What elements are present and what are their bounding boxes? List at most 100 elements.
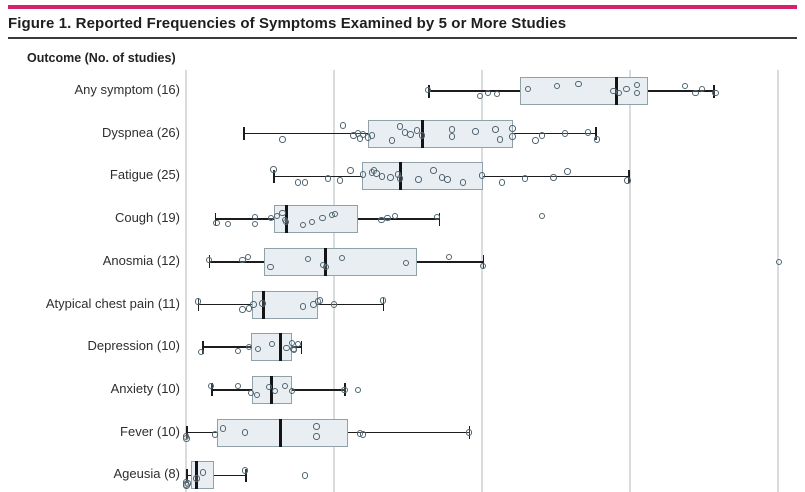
study-data-point <box>308 218 316 226</box>
study-data-point <box>479 262 487 270</box>
study-data-point <box>244 253 252 261</box>
row-label: Anxiety (10) <box>110 380 180 396</box>
study-data-point <box>615 89 623 97</box>
study-data-point <box>273 212 281 220</box>
study-data-point <box>433 213 441 221</box>
study-data-point <box>492 126 499 133</box>
study-data-point <box>197 348 205 356</box>
study-data-point <box>319 214 326 222</box>
study-data-point <box>331 210 339 218</box>
study-data-point <box>219 425 227 432</box>
study-data-point <box>283 344 290 352</box>
study-data-point <box>193 475 200 482</box>
study-data-point <box>279 209 286 217</box>
study-data-point <box>532 137 539 144</box>
study-data-point <box>712 89 719 97</box>
study-data-point <box>224 220 232 228</box>
study-data-point <box>207 382 215 390</box>
median-line <box>279 333 283 362</box>
study-data-point <box>183 435 190 442</box>
study-data-point <box>472 128 479 135</box>
study-data-point <box>387 174 394 181</box>
study-data-point <box>415 176 422 183</box>
study-data-point <box>330 301 338 308</box>
study-data-point <box>282 218 290 226</box>
study-data-point <box>279 136 286 143</box>
study-data-point <box>253 391 261 399</box>
row-label: Atypical chest pain (11) <box>45 295 180 311</box>
study-data-point <box>550 174 557 181</box>
row-label: Ageusia (8) <box>113 466 180 482</box>
study-data-point <box>322 263 330 271</box>
study-data-point <box>347 167 354 174</box>
whisker-cap-high <box>382 298 385 311</box>
study-data-point <box>313 423 320 430</box>
row-label: Any symptom (16) <box>74 82 180 97</box>
whisker-cap-high <box>482 255 485 269</box>
study-data-point <box>251 213 259 221</box>
study-data-point <box>584 129 592 136</box>
study-data-point <box>245 305 253 312</box>
whisker-cap-high <box>300 340 303 354</box>
whisker-cap-low <box>214 212 217 226</box>
study-data-point <box>259 300 266 307</box>
study-data-point <box>301 472 309 479</box>
x-gridline <box>481 70 484 492</box>
whisker-cap-high <box>628 169 630 183</box>
study-data-point <box>359 171 367 178</box>
study-data-point <box>205 256 213 264</box>
row-label: Fever (10) <box>120 423 180 439</box>
study-data-point <box>624 177 631 184</box>
study-data-point <box>213 219 220 227</box>
row-label: Anosmia (12) <box>102 252 180 268</box>
study-data-point <box>270 166 277 173</box>
study-data-point <box>575 80 582 88</box>
study-data-point <box>498 179 506 186</box>
study-data-point <box>391 212 399 220</box>
study-data-point <box>509 125 516 132</box>
x-gridline <box>185 70 187 492</box>
study-data-point <box>281 382 289 390</box>
study-data-point <box>459 179 467 186</box>
study-data-point <box>564 168 571 175</box>
x-gridline <box>629 70 632 492</box>
study-data-point <box>509 133 516 140</box>
study-data-point <box>294 340 302 348</box>
study-data-point <box>299 221 307 229</box>
study-data-point <box>424 86 432 94</box>
study-data-point <box>234 347 242 355</box>
study-data-point <box>288 387 296 395</box>
study-data-point <box>379 297 387 304</box>
study-data-point <box>290 346 298 354</box>
median-line <box>323 247 327 276</box>
study-data-point <box>245 343 253 351</box>
study-data-point <box>211 431 219 438</box>
iqr-box <box>217 418 349 447</box>
column-header: Outcome (No. of studies) <box>27 51 176 65</box>
study-data-point <box>553 82 561 90</box>
x-gridline <box>777 70 780 492</box>
study-data-point <box>538 212 546 220</box>
whisker-cap-low <box>243 127 245 141</box>
study-data-point <box>418 132 426 139</box>
whisker-cap-low <box>186 468 188 482</box>
study-data-point <box>268 340 276 348</box>
study-data-point <box>476 92 484 100</box>
row-label: Fatigue (25) <box>109 167 180 183</box>
study-data-point <box>254 345 262 353</box>
study-data-point <box>368 132 376 139</box>
whisker-cap-high <box>438 212 440 226</box>
study-data-point <box>465 429 473 436</box>
study-data-point <box>407 131 414 138</box>
study-data-point <box>299 303 307 310</box>
study-data-point <box>194 298 202 305</box>
study-data-point <box>250 301 257 308</box>
study-data-point <box>478 172 486 179</box>
study-data-point <box>199 469 207 476</box>
study-data-point <box>623 85 630 93</box>
study-data-point <box>313 433 320 440</box>
row-label: Cough (19) <box>114 210 180 226</box>
figure-title: Figure 1. Reported Frequencies of Sympto… <box>8 15 567 32</box>
study-data-point <box>698 85 706 93</box>
study-data-point <box>301 179 309 186</box>
